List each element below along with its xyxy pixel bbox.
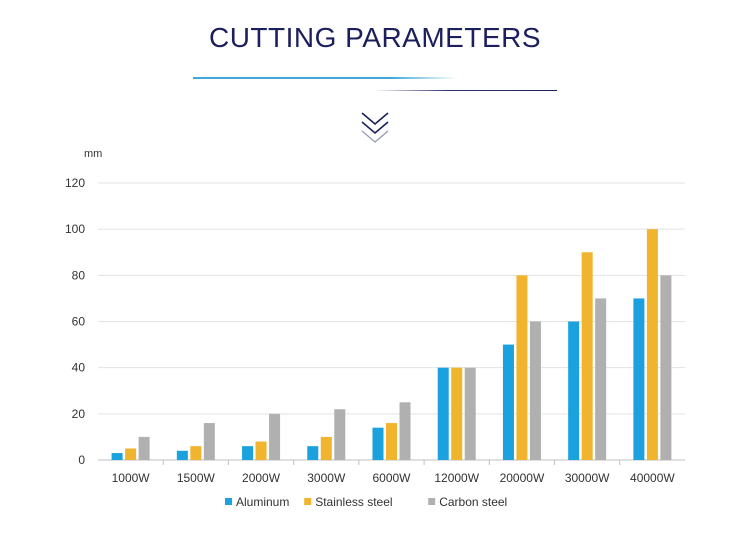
y-tick-label: 60 [72,315,86,329]
bar-stainless-steel-2000w [255,441,267,460]
bars-layer [111,229,672,460]
x-tick-label: 2000W [242,471,281,485]
bar-aluminum-20000w [502,344,514,460]
bar-stainless-steel-1500w [190,446,202,460]
bar-carbon-steel-40000w [660,275,672,460]
double-chevron-down-icon [361,112,389,143]
x-tick-label: 12000W [434,471,479,485]
legend-label: Aluminum [236,495,289,509]
bar-aluminum-1500w [176,450,188,460]
x-tick-label: 20000W [500,471,545,485]
bar-carbon-steel-3000w [334,409,346,460]
bar-carbon-steel-1500w [203,423,215,460]
y-tick-label: 100 [65,222,85,236]
bar-aluminum-2000w [242,446,254,460]
x-axis: 1000W 1500W 2000W 3000W 6000W 12000W 20000W 300… [112,460,675,485]
y-tick-label: 120 [65,176,85,190]
y-axis-unit-label: mm [84,148,102,160]
legend-swatch-stainless-steel [304,498,312,505]
bar-aluminum-1000w [111,453,123,460]
x-tick-label: 6000W [372,471,411,485]
bar-aluminum-3000w [307,446,319,460]
y-tick-label: 20 [72,407,86,421]
page-title: CUTTING PARAMETERS [208,22,542,53]
bar-carbon-steel-2000w [269,413,281,460]
bar-carbon-steel-20000w [529,321,541,460]
x-tick-label: 1000W [112,471,151,485]
y-tick-label: 80 [72,268,86,282]
bar-stainless-steel-6000w [386,423,397,460]
y-tick-label: 40 [72,361,86,375]
bar-stainless-steel-3000w [320,436,332,460]
bar-carbon-steel-30000w [595,298,607,460]
bar-aluminum-40000w [633,298,645,460]
title-underline [193,77,557,91]
legend: Aluminum Stainless steel Carbon steel [225,495,507,509]
bar-stainless-steel-40000w [646,229,658,460]
bar-carbon-steel-6000w [399,402,411,460]
legend-swatch-aluminum [225,498,232,505]
bar-carbon-steel-1000w [138,436,150,460]
x-tick-label: 40000W [630,471,675,485]
bar-aluminum-6000w [372,427,384,460]
bar-stainless-steel-30000w [581,252,593,460]
legend-swatch-carbon-steel [428,498,436,505]
x-tick-label: 3000W [307,471,346,485]
bar-stainless-steel-1000w [125,448,137,460]
bar-aluminum-12000w [437,367,449,460]
bar-aluminum-30000w [568,321,580,460]
y-tick-label: 0 [78,453,85,467]
bar-stainless-steel-20000w [516,275,528,460]
bar-carbon-steel-12000w [464,367,476,460]
x-tick-label: 30000W [565,471,610,485]
x-tick-label: 1500W [177,471,216,485]
legend-label: Carbon steel [439,495,507,509]
y-axis: 0 20 40 60 80 100 120 mm [65,148,102,467]
legend-label: Stainless steel [315,495,392,509]
bar-stainless-steel-12000w [451,367,463,460]
